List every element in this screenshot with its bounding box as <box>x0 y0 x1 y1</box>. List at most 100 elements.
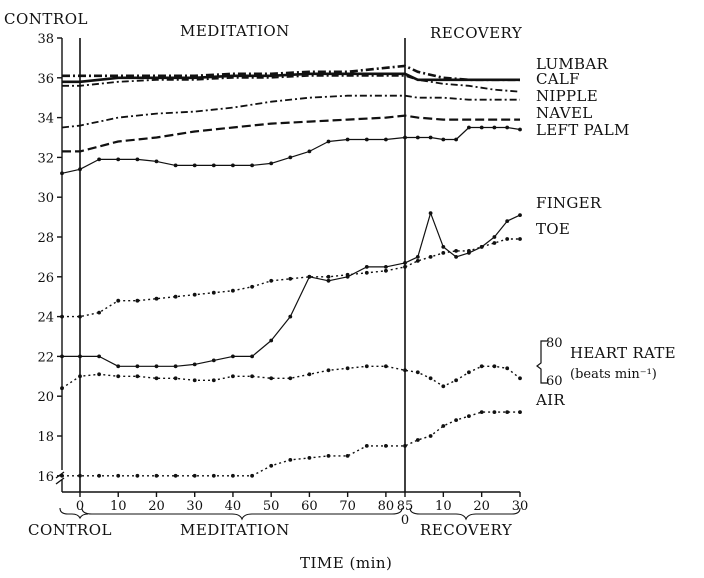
phase-bottom-meditation: MEDITATION <box>180 521 290 539</box>
data-point-left-palm-lower <box>231 163 235 168</box>
phase-bottom-control: CONTROL <box>28 521 112 539</box>
data-point-air <box>231 473 235 478</box>
data-point-left-palm-lower <box>250 163 255 168</box>
data-point-finger <box>192 362 197 367</box>
data-point-finger <box>403 261 407 265</box>
data-point-left-palm-lower <box>403 135 407 140</box>
data-point-finger <box>173 364 178 369</box>
y-tick-label: 36 <box>37 72 54 87</box>
x-tick-label: 50 <box>263 499 280 514</box>
data-point-heart-rate <box>60 386 64 391</box>
data-point-heart-rate <box>428 376 433 381</box>
data-point-finger <box>428 211 433 216</box>
data-point-left-palm-lower <box>518 127 522 132</box>
x-tick-label: 60 <box>301 499 318 514</box>
data-point-toe <box>116 298 121 303</box>
label-air: AIR <box>535 391 565 409</box>
data-point-air <box>403 444 407 448</box>
label-toe: TOE <box>536 220 570 238</box>
data-point-finger <box>384 265 388 269</box>
y-tick-label: 18 <box>37 430 54 445</box>
data-point-heart-rate <box>231 374 235 379</box>
data-point-heart-rate <box>78 374 82 379</box>
data-point-finger <box>518 213 522 218</box>
data-point-finger <box>364 265 369 269</box>
data-point-left-palm-lower <box>211 163 216 168</box>
y-tick-label: 20 <box>37 390 54 405</box>
data-point-left-palm-lower <box>116 157 121 162</box>
x-tick-label: 80 <box>378 499 395 514</box>
data-point-air <box>492 410 497 414</box>
data-point-heart-rate <box>403 368 407 373</box>
x-tick-label: 20 <box>148 499 165 514</box>
series-line-navel <box>61 94 520 129</box>
y-tick-label: 32 <box>37 151 54 166</box>
data-point-finger <box>288 314 293 319</box>
label-navel: NAVEL <box>536 104 592 122</box>
data-point-heart-rate <box>307 372 312 377</box>
x-tick-label: 40 <box>225 499 242 514</box>
series-line-nipple <box>62 74 521 93</box>
y-tick-label: 34 <box>37 112 54 127</box>
data-point-left-palm-lower <box>415 135 420 140</box>
data-point-air <box>307 456 312 460</box>
data-point-toe <box>505 237 510 241</box>
data-point-air <box>192 473 197 478</box>
data-point-heart-rate <box>211 378 216 383</box>
data-point-finger <box>211 358 216 363</box>
data-point-finger <box>250 354 255 359</box>
data-point-finger <box>154 364 159 369</box>
x-tick-label: 0 <box>76 499 84 514</box>
data-point-heart-rate <box>479 364 484 369</box>
data-point-heart-rate <box>454 378 458 383</box>
data-point-left-palm-lower <box>269 161 274 166</box>
data-point-heart-rate <box>384 364 388 369</box>
data-point-left-palm-lower <box>454 137 458 142</box>
data-point-left-palm-lower <box>326 139 331 144</box>
data-point-air <box>250 473 255 478</box>
data-point-finger <box>60 354 64 359</box>
data-point-toe <box>211 290 216 295</box>
phase-top-recovery: RECOVERY <box>430 24 523 42</box>
x-tick-label: 10 <box>435 499 452 514</box>
data-point-air <box>479 410 484 414</box>
data-point-heart-rate <box>116 374 121 379</box>
data-point-toe <box>518 237 522 241</box>
data-point-left-palm-lower <box>78 167 82 172</box>
data-point-heart-rate <box>250 374 255 379</box>
label-heart-rate: HEART RATE <box>570 344 676 362</box>
data-point-left-palm-lower <box>154 159 159 164</box>
data-point-air <box>135 473 140 478</box>
data-point-toe <box>288 276 293 281</box>
data-point-heart-rate <box>173 376 178 381</box>
data-point-left-palm-lower <box>384 137 388 142</box>
x-tick-label: 0 <box>401 513 409 528</box>
data-point-air <box>269 463 274 468</box>
label-calf: CALF <box>536 70 580 88</box>
y-tick-label: 38 <box>37 32 54 47</box>
phase-bottom-recovery: RECOVERY <box>420 521 513 539</box>
label-lumbar: LUMBAR <box>536 55 608 73</box>
data-point-air <box>211 473 216 478</box>
label-finger: FINGER <box>536 194 602 212</box>
phase-braces <box>59 507 521 521</box>
data-point-toe <box>78 314 82 319</box>
heart-rate-scale-bottom: 60 <box>546 374 563 389</box>
data-point-toe <box>154 296 159 301</box>
y-tick-label: 24 <box>37 311 54 326</box>
data-point-finger <box>231 354 235 359</box>
phase-top-meditation: MEDITATION <box>180 22 290 40</box>
x-axis-title: TIME (min) <box>300 554 392 572</box>
data-point-finger <box>135 364 140 369</box>
data-point-finger <box>441 245 446 249</box>
x-tick-label: 20 <box>473 499 490 514</box>
data-point-left-palm-lower <box>428 135 433 140</box>
series-line-calf <box>62 72 520 84</box>
data-point-toe <box>231 288 235 293</box>
series-line-left-palm-lower <box>61 126 521 174</box>
y-tick-label: 26 <box>37 271 54 286</box>
data-point-finger <box>415 255 420 259</box>
series-line-left-palm <box>62 114 520 153</box>
chart-axes <box>55 38 520 493</box>
